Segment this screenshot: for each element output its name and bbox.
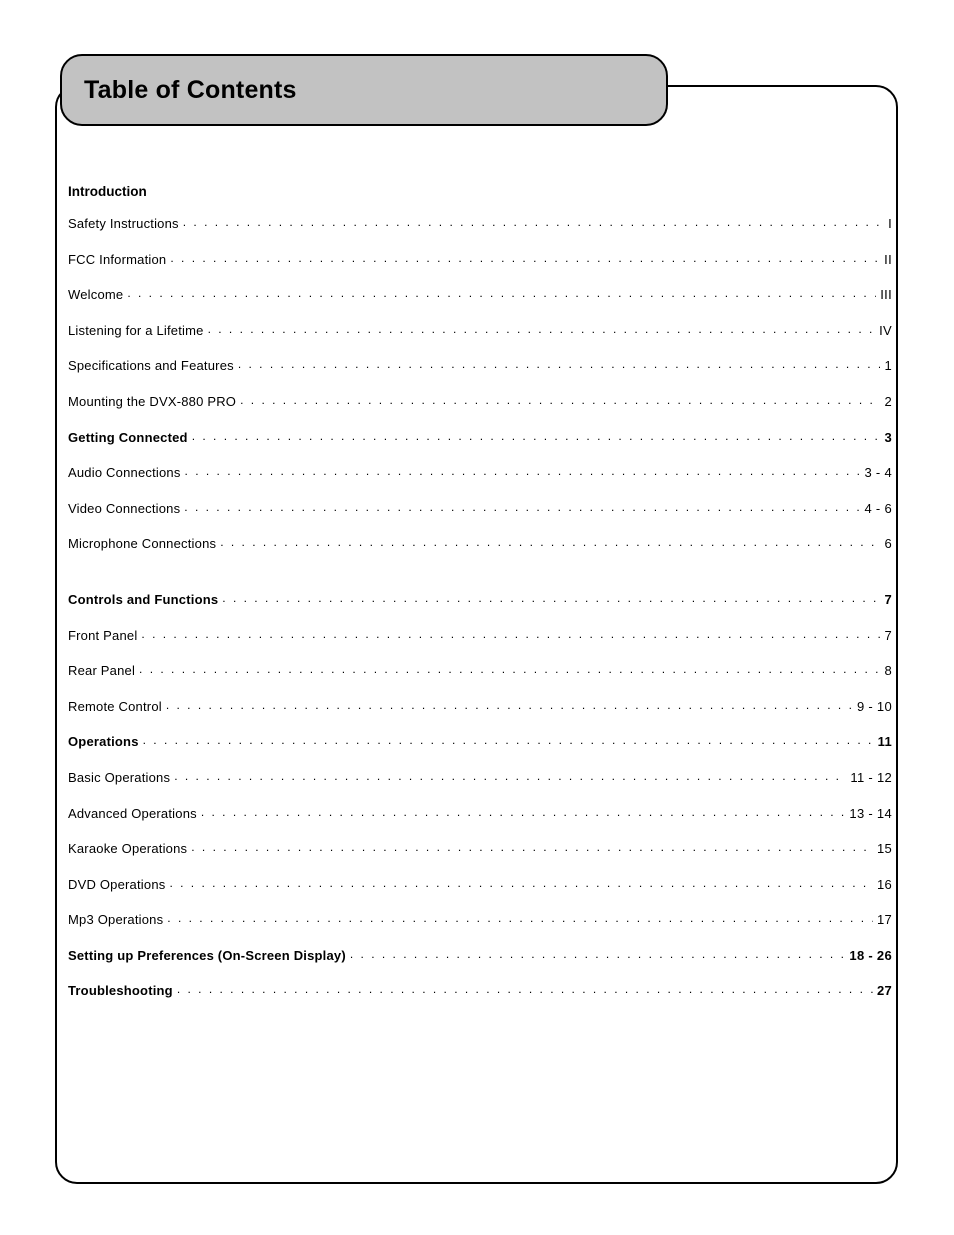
toc-page-number: 11 - 12	[846, 770, 892, 786]
toc-row: Microphone Connections 6	[68, 535, 892, 552]
toc-label: Specifications and Features	[68, 358, 238, 374]
toc-leader-dots	[169, 876, 872, 889]
toc-row: FCC Information II	[68, 251, 892, 268]
toc-page-number: II	[880, 252, 892, 268]
toc-page-number: 3	[880, 430, 892, 446]
toc-label: Mp3 Operations	[68, 912, 167, 928]
toc-leader-dots	[143, 733, 874, 746]
toc-row: Mounting the DVX-880 PRO 2	[68, 393, 892, 410]
toc-row: DVD Operations 16	[68, 876, 892, 893]
page-title: Table of Contents	[84, 76, 297, 105]
toc-row: Advanced Operations 13 - 14	[68, 805, 892, 822]
toc-block-2: Controls and Functions 7 Front Panel 7 Rear …	[68, 591, 892, 999]
toc-page-number: 11	[874, 734, 892, 750]
toc-leader-dots	[222, 591, 880, 604]
toc-leader-dots	[170, 251, 880, 264]
toc-leader-dots	[183, 215, 884, 228]
toc-row: Listening for a Lifetime IV	[68, 322, 892, 339]
toc-label: Karaoke Operations	[68, 841, 191, 857]
toc-label: Microphone Connections	[68, 536, 220, 552]
toc-page-number: 1	[880, 358, 892, 374]
toc-page-number: 9 - 10	[853, 699, 892, 715]
toc-label: Basic Operations	[68, 770, 174, 786]
toc-page-number: III	[876, 287, 892, 303]
toc-page-number: 15	[873, 841, 892, 857]
toc-row: Karaoke Operations 15	[68, 840, 892, 857]
toc-leader-dots	[141, 627, 880, 640]
toc-row: Welcome III	[68, 286, 892, 303]
toc-page-number: 8	[880, 663, 892, 679]
toc-page-number: 6	[880, 536, 892, 552]
toc-label: Setting up Preferences (On-Screen Displa…	[68, 948, 350, 964]
toc-leader-dots	[208, 322, 876, 335]
section-heading-introduction: Introduction	[68, 184, 892, 199]
toc-label: Controls and Functions	[68, 592, 222, 608]
toc-page-number: 3 - 4	[860, 465, 892, 481]
toc-label: FCC Information	[68, 252, 170, 268]
toc-leader-dots	[192, 429, 881, 442]
toc-page-number: IV	[875, 323, 892, 339]
toc-row: Safety Instructions I	[68, 215, 892, 232]
toc-label: Audio Connections	[68, 465, 185, 481]
toc-row: Video Connections 4 - 6	[68, 500, 892, 517]
block-gap	[68, 571, 892, 591]
toc-row: Rear Panel 8	[68, 662, 892, 679]
toc-leader-dots	[166, 698, 853, 711]
toc-content: Introduction Safety Instructions I FCC Inf…	[68, 178, 892, 1018]
page: Table of Contents Introduction Safety In…	[0, 0, 954, 1235]
toc-row: Setting up Preferences (On-Screen Displa…	[68, 947, 892, 964]
toc-label: Safety Instructions	[68, 216, 183, 232]
toc-row: Basic Operations 11 - 12	[68, 769, 892, 786]
toc-page-number: 2	[880, 394, 892, 410]
title-tab: Table of Contents	[60, 54, 668, 126]
toc-row: Remote Control 9 - 10	[68, 698, 892, 715]
toc-label: Video Connections	[68, 501, 184, 517]
toc-leader-dots	[185, 464, 861, 477]
toc-page-number: 18 - 26	[845, 948, 892, 964]
toc-row: Operations 11	[68, 733, 892, 750]
toc-page-number: 27	[873, 983, 892, 999]
toc-label: Front Panel	[68, 628, 141, 644]
toc-page-number: 7	[880, 592, 892, 608]
toc-leader-dots	[191, 840, 873, 853]
toc-row: Specifications and Features 1	[68, 357, 892, 374]
toc-row: Getting Connected 3	[68, 429, 892, 446]
toc-leader-dots	[220, 535, 880, 548]
toc-row: Controls and Functions 7	[68, 591, 892, 608]
toc-leader-dots	[240, 393, 880, 406]
toc-label: Operations	[68, 734, 143, 750]
toc-row: Front Panel 7	[68, 627, 892, 644]
toc-label: Troubleshooting	[68, 983, 177, 999]
toc-leader-dots	[184, 500, 860, 513]
toc-leader-dots	[238, 357, 881, 370]
toc-page-number: 16	[873, 877, 892, 893]
toc-block-1: Safety Instructions I FCC Information II Wel…	[68, 215, 892, 552]
toc-leader-dots	[350, 947, 846, 960]
toc-label: Remote Control	[68, 699, 166, 715]
toc-page-number: 17	[873, 912, 892, 928]
toc-row: Troubleshooting 27	[68, 982, 892, 999]
toc-page-number: 13 - 14	[845, 806, 892, 822]
toc-page-number: 4 - 6	[860, 501, 892, 517]
toc-row: Mp3 Operations 17	[68, 911, 892, 928]
toc-label: DVD Operations	[68, 877, 169, 893]
toc-page-number: I	[884, 216, 892, 232]
toc-leader-dots	[127, 286, 876, 299]
toc-label: Mounting the DVX-880 PRO	[68, 394, 240, 410]
toc-leader-dots	[139, 662, 880, 675]
toc-label: Rear Panel	[68, 663, 139, 679]
toc-row: Audio Connections 3 - 4	[68, 464, 892, 481]
toc-label: Listening for a Lifetime	[68, 323, 208, 339]
toc-leader-dots	[174, 769, 846, 782]
toc-leader-dots	[201, 805, 846, 818]
toc-leader-dots	[177, 982, 873, 995]
toc-leader-dots	[167, 911, 873, 924]
toc-label: Getting Connected	[68, 430, 192, 446]
toc-label: Welcome	[68, 287, 127, 303]
toc-page-number: 7	[880, 628, 892, 644]
toc-label: Advanced Operations	[68, 806, 201, 822]
